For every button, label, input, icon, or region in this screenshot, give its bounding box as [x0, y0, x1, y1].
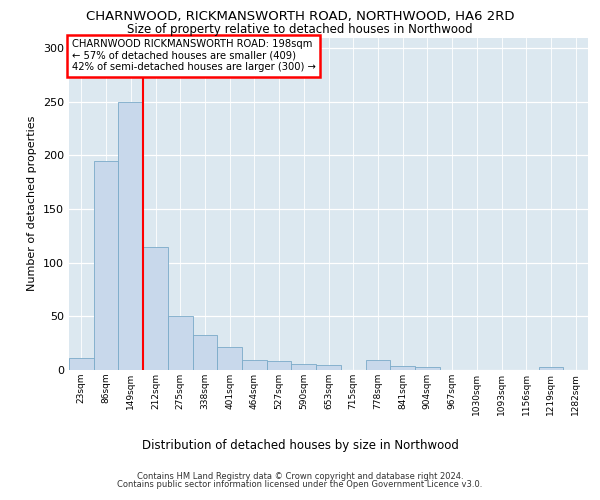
Bar [539, 367, 563, 370]
Bar [94, 161, 118, 370]
Text: CHARNWOOD, RICKMANSWORTH ROAD, NORTHWOOD, HA6 2RD: CHARNWOOD, RICKMANSWORTH ROAD, NORTHWOOD… [86, 10, 514, 23]
Bar [292, 364, 316, 370]
Text: Size of property relative to detached houses in Northwood: Size of property relative to detached ho… [127, 22, 473, 36]
Text: CHARNWOOD RICKMANSWORTH ROAD: 198sqm
← 57% of detached houses are smaller (409)
: CHARNWOOD RICKMANSWORTH ROAD: 198sqm ← 5… [71, 39, 316, 72]
Bar [242, 360, 267, 370]
Bar [143, 246, 168, 370]
Bar [365, 360, 390, 370]
Text: Distribution of detached houses by size in Northwood: Distribution of detached houses by size … [142, 440, 458, 452]
Bar [193, 334, 217, 370]
Bar [69, 358, 94, 370]
Text: Contains HM Land Registry data © Crown copyright and database right 2024.: Contains HM Land Registry data © Crown c… [137, 472, 463, 481]
Bar [267, 362, 292, 370]
Bar [316, 364, 341, 370]
Y-axis label: Number of detached properties: Number of detached properties [28, 116, 37, 292]
Bar [168, 316, 193, 370]
Bar [390, 366, 415, 370]
Text: Contains public sector information licensed under the Open Government Licence v3: Contains public sector information licen… [118, 480, 482, 489]
Bar [118, 102, 143, 370]
Bar [415, 367, 440, 370]
Bar [217, 348, 242, 370]
